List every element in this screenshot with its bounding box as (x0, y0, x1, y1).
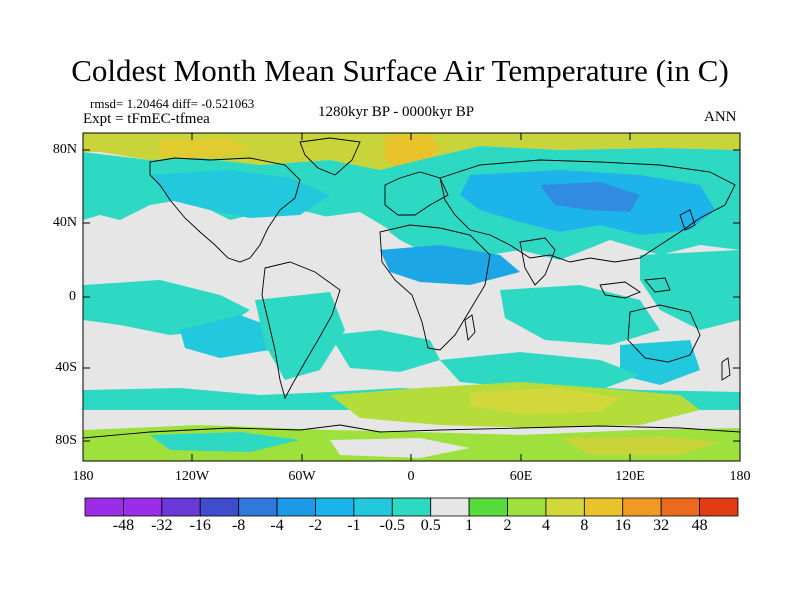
colorbar-label: 32 (653, 517, 670, 534)
field-africa-cool (380, 245, 520, 285)
colorbar-box (660, 497, 700, 517)
colorbar-box (353, 497, 393, 517)
field-atlantic-grey (300, 212, 390, 260)
colorbar-label: 2 (503, 517, 512, 534)
colorbar-box (545, 497, 585, 517)
field-siberia-cool (540, 182, 640, 212)
colorbar-box (468, 497, 508, 517)
colorbar-box (84, 497, 124, 517)
lon-label: 60E (509, 469, 533, 484)
stats-text: rmsd= 1.20464 diff= -0.521063 (90, 96, 255, 111)
colorbar-box (123, 497, 163, 517)
field-southern-indian-cool (440, 352, 640, 390)
field-antarctic-east (560, 436, 720, 455)
colorbar (84, 497, 739, 517)
colorbar-label: 4 (541, 517, 550, 534)
field-antarctic-cool (150, 432, 300, 452)
colorbar-box (391, 497, 432, 517)
colorbar-label: -2 (308, 517, 323, 534)
colorbar-label: -1 (347, 517, 361, 534)
colorbar-box (199, 497, 240, 517)
experiment-text: Expt = tFmEC-tfmea (83, 111, 210, 127)
field-australia-cool (620, 340, 700, 385)
field-pacific-north-grey (83, 225, 170, 258)
colorbar-box (315, 497, 355, 517)
lat-label: 40S (55, 360, 77, 375)
field-antarctic-grey (330, 438, 470, 458)
colorbar-label: -8 (231, 517, 246, 534)
lon-label: 120E (615, 469, 645, 484)
lat-label: 80S (55, 433, 77, 448)
colorbar-box (238, 497, 278, 517)
colorbar-label: 0.5 (420, 517, 441, 534)
coastlines (83, 137, 740, 439)
field-sa-south-cool (330, 330, 440, 372)
colorbar-label: 48 (691, 517, 708, 534)
lon-label: 180 (729, 469, 751, 484)
colorbar-box (622, 497, 662, 517)
lon-label: 60W (288, 469, 316, 484)
lat-label: 0 (69, 289, 76, 304)
colorbar-box (276, 497, 316, 517)
colorbar-label: 8 (580, 517, 589, 534)
field-tropic-cool (83, 280, 250, 335)
colorbar-box (583, 497, 624, 517)
colorbar-box (507, 497, 547, 517)
field-canada-warm (160, 138, 250, 160)
chart-title: Coldest Month Mean Surface Air Temperatu… (71, 53, 729, 88)
colorbar-box (161, 497, 201, 517)
colorbar-label: -32 (151, 517, 173, 534)
colorbar-label: -16 (189, 517, 211, 534)
lat-label: 40N (52, 215, 77, 230)
period-text: 1280kyr BP - 0000kyr BP (318, 104, 475, 120)
lon-label: 0 (407, 469, 415, 484)
colorbar-label: -48 (112, 517, 135, 534)
season-text: ANN (704, 109, 737, 125)
lat-label: 80N (52, 142, 77, 157)
field-southamerica-cool (255, 292, 345, 380)
field-indian-ocean-cool (500, 285, 660, 345)
field-southern-warmer (470, 388, 620, 414)
colorbar-label: 16 (614, 517, 631, 534)
colorbar-label: 1 (465, 517, 474, 534)
colorbar-label: -4 (270, 517, 284, 534)
axis-ticks (83, 133, 740, 461)
lon-label: 180 (72, 469, 94, 484)
field-west-pacific (640, 250, 740, 330)
lon-label: 120W (174, 469, 210, 484)
colorbar-box (430, 497, 470, 517)
colorbar-box (699, 497, 739, 517)
colorbar-label: -0.5 (379, 517, 405, 534)
field-pacific-tropic (180, 315, 280, 358)
